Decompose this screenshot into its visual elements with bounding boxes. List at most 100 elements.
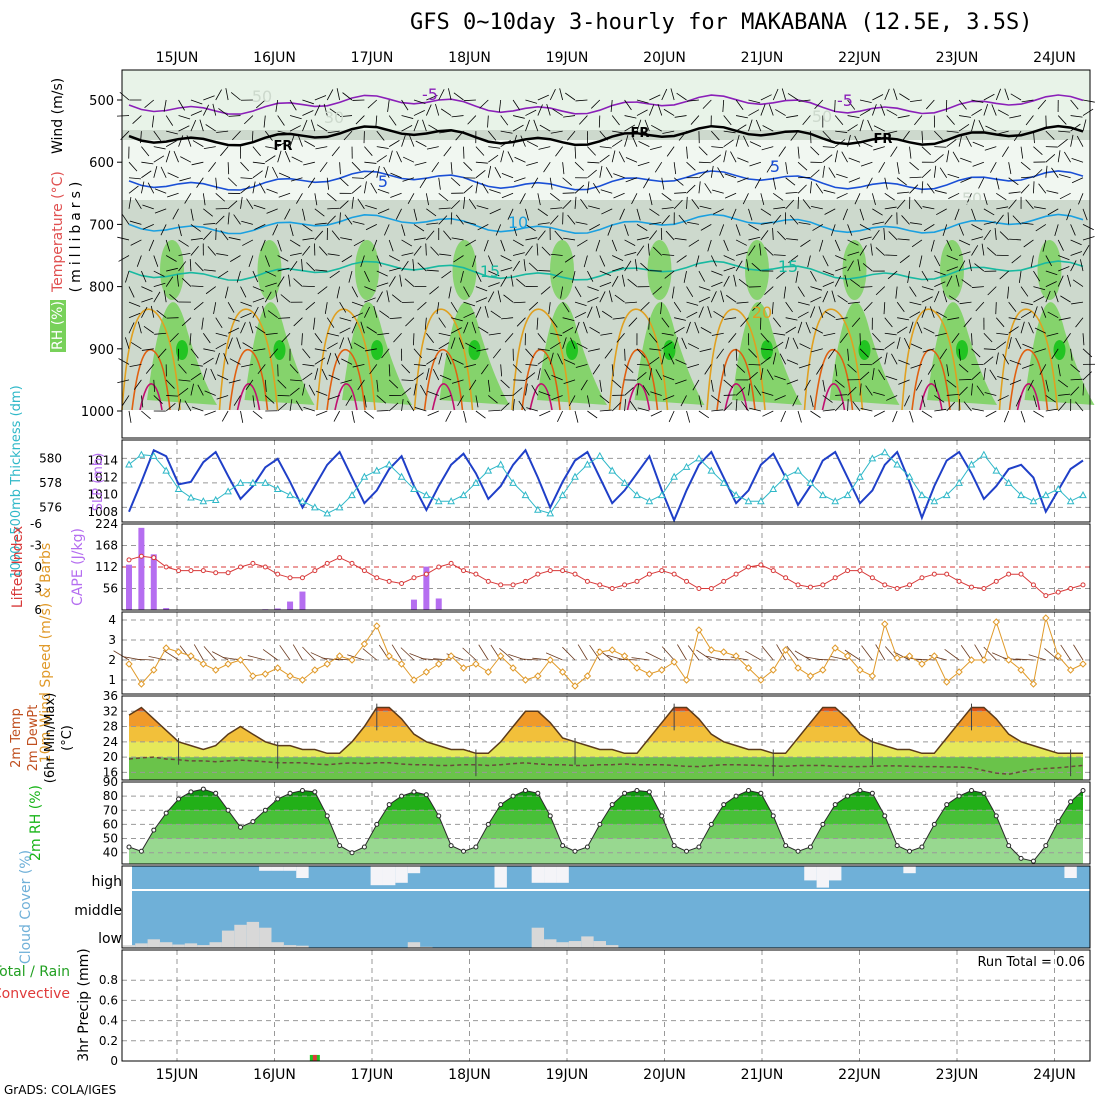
wind-barb [178,224,182,237]
wind-barb [389,130,402,134]
wind-barb [933,255,941,267]
wind-barb [484,306,489,318]
rh-point [560,843,566,849]
wind-barb [883,302,886,315]
thickness-point [335,503,344,511]
wind-barb [364,297,376,303]
wind-barb [1057,401,1067,412]
wind-barb [391,294,402,303]
wind-barb [377,332,390,336]
temp-tick: 20 [103,750,118,764]
lifted-index-point [820,582,826,588]
wind-barb [197,384,204,396]
wind-barb [289,99,297,111]
thickness-point [1017,491,1025,499]
wind-barb [574,184,585,194]
wind10-point [410,676,418,684]
wind-barb [599,270,612,277]
wind-barb [549,317,558,328]
wind-barb [691,198,700,210]
wind-barb [1078,193,1084,205]
wind-barb [128,312,141,319]
wind-barb [859,236,872,241]
wind-barb [364,348,377,352]
wind10-point [893,654,901,662]
wind-barb [661,317,670,328]
wind-barb [236,337,241,349]
contour-label: 15 [480,262,500,281]
wind-barb [450,177,461,187]
wind-barb [118,358,130,365]
wind-barb [719,224,725,236]
wind-barb [409,135,415,147]
cape-bar [163,608,170,610]
wind-barb [599,154,610,163]
rh-point [733,793,739,799]
rh-point [745,787,751,793]
wind10-barb [718,658,737,661]
rh-point [869,790,875,796]
wind-barb [413,245,422,256]
wind-barb [692,379,700,391]
wind10-point [224,660,232,668]
wind-barb [760,332,770,343]
wind10-point [620,652,629,660]
wind-barb [488,146,501,149]
thickness-point [633,491,641,499]
wind10-point [682,676,691,684]
thickness-point [806,478,815,486]
wind-barb [673,162,677,175]
wind-barb [797,311,809,319]
wind-barb [847,124,858,132]
wind-barb [500,379,510,389]
wind10-barb [960,645,972,661]
wind-barb [735,260,743,272]
temp-tick: 28 [103,720,118,734]
wind-barb [834,139,846,147]
thickness-point [1004,478,1013,486]
cloud-level-label: low [98,931,122,947]
wind-barb [600,332,613,336]
wind-barb [376,282,389,287]
wind-barb [674,192,687,194]
wind-barb [302,383,306,396]
wind-barb [839,333,848,343]
wind-barb [1059,192,1071,200]
wind-barb [983,332,993,343]
wind-barb [549,215,559,225]
wind-barb [407,193,415,204]
thickness-point [595,451,604,459]
wind-barb [614,294,625,303]
isotherm-25 [1008,348,1049,411]
wind10-point [905,652,914,660]
lifted-index-point [671,571,677,577]
wind-barb [128,161,138,172]
wind-barb [1018,270,1022,283]
wind-barb [971,99,984,103]
wind-barb [954,208,960,221]
wind-barb [884,214,893,225]
wind-barb [968,259,972,272]
wind-barb [989,369,997,381]
wind-barb [974,263,985,272]
wind10-point [868,672,877,680]
lifted-index-point [783,575,789,581]
wind-barb [804,379,811,391]
wind-barb [914,199,923,210]
wind-barb [875,286,886,296]
isotherm-30 [821,383,846,411]
wind-barb [776,270,786,279]
wind-barb [575,99,588,102]
wind-barb [265,146,278,150]
wind-barb [760,221,773,225]
wind-barb [215,89,222,101]
wind-barb [426,222,439,225]
wind-barb [848,301,861,304]
wind-barb [810,286,823,291]
wind-barb [145,364,155,374]
wind-barb [751,262,762,272]
wind-barb [743,135,749,147]
wind-barb [355,115,365,125]
wind-barb [670,88,675,101]
wind-barb [735,251,748,256]
